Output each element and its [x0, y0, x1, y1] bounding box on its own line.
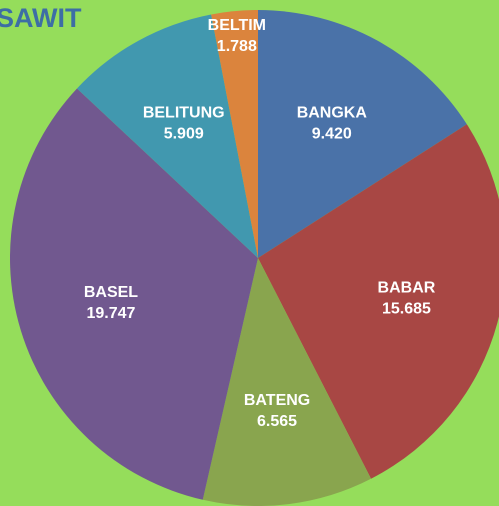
slice-label: BANGKA [297, 104, 368, 121]
pie-slice [211, 10, 258, 258]
pie-slice [202, 258, 372, 506]
slice-label: BATENG [244, 392, 310, 409]
slice-value: 15.685 [382, 300, 431, 317]
slice-label: BELITUNG [143, 105, 225, 122]
slice-value: 5.909 [164, 126, 204, 143]
pie-slice [9, 88, 259, 500]
pie-slice [258, 10, 467, 258]
slice-value: 6.565 [257, 413, 297, 430]
slice-label: BABAR [378, 279, 436, 296]
slice-label: BASEL [84, 284, 138, 301]
pie-slice [258, 124, 499, 479]
slice-value: 1.788 [217, 38, 257, 55]
slice-label: BELTIM [208, 17, 266, 34]
pie-slice [76, 14, 258, 258]
slice-value: 9.420 [312, 125, 352, 142]
chart-title: SAWIT [0, 3, 82, 33]
slice-value: 19.747 [86, 305, 135, 322]
